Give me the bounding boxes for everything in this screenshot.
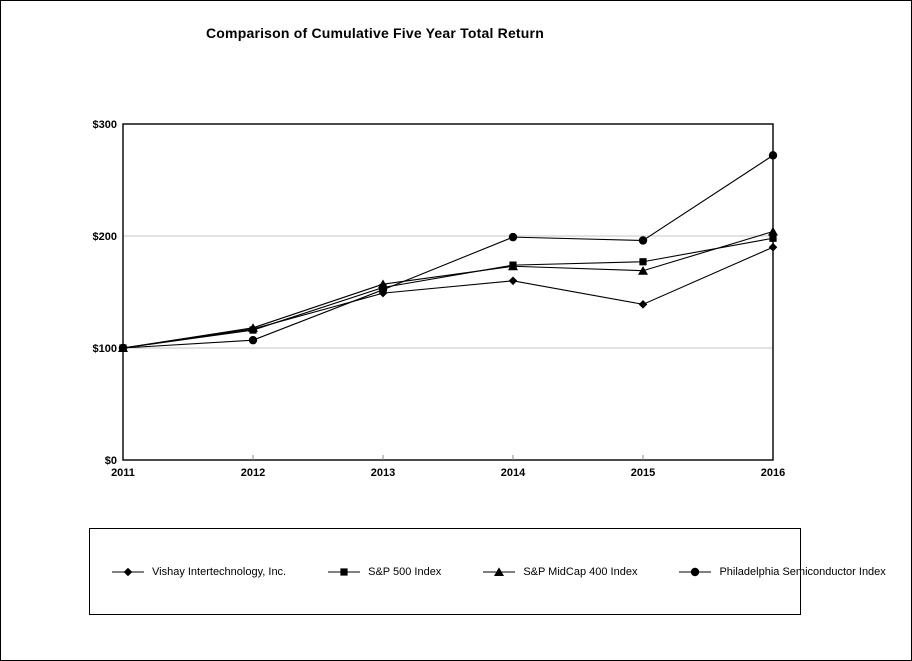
x-axis-tick-label: 2011 (111, 467, 135, 479)
legend-item: Vishay Intertechnology, Inc. (112, 566, 286, 578)
legend-swatch (112, 567, 144, 576)
series-line-diamond (122, 246, 774, 349)
x-axis-tick-label: 2013 (371, 467, 395, 479)
circle-marker-icon (768, 151, 778, 160)
legend-label: Philadelphia Semiconductor Index (719, 565, 886, 578)
triangle-marker-icon (508, 261, 518, 271)
legend-label: S&P MidCap 400 Index (523, 565, 638, 578)
x-axis-tick-label: 2012 (241, 467, 265, 479)
x-axis-tick-label: 2016 (761, 467, 785, 479)
y-axis-tick-label: $0 (105, 455, 117, 467)
y-axis-tick-label: $100 (93, 343, 117, 355)
legend-label: Vishay Intertechnology, Inc. (152, 565, 287, 578)
triangle-marker-icon (494, 566, 505, 576)
plot-area-border (122, 123, 774, 461)
legend-swatch (483, 566, 516, 576)
y-axis-tick-label: $300 (93, 119, 117, 131)
diamond-marker-icon (508, 276, 518, 286)
x-axis-tick-label: 2014 (501, 467, 526, 479)
square-marker-icon (340, 567, 348, 576)
chart-legend: Vishay Intertechnology, Inc. S&P 500 Inde… (89, 528, 886, 615)
circle-marker-icon (118, 343, 128, 353)
x-axis-tick-label: 2015 (631, 467, 655, 479)
circle-marker-icon (691, 567, 700, 576)
legend-swatch (328, 567, 361, 576)
series-line-circle (122, 154, 774, 349)
triangle-marker-icon (768, 226, 778, 236)
legend-item: S&P MidCap 400 Index (483, 566, 637, 578)
triangle-marker-icon (248, 323, 258, 332)
y-axis-tick-label: $200 (93, 231, 117, 243)
circle-marker-icon (508, 232, 518, 242)
circle-marker-icon (378, 285, 388, 294)
diamond-marker-icon (768, 242, 778, 252)
square-marker-icon (769, 234, 777, 242)
legend-item: S&P 500 Index (328, 566, 441, 578)
triangle-marker-icon (378, 279, 388, 289)
legend-label: S&P 500 Index (368, 565, 442, 578)
diamond-marker-icon (638, 300, 648, 309)
legend-swatch (679, 567, 712, 576)
square-marker-icon (639, 258, 647, 266)
series-line-triangle (122, 230, 774, 349)
circle-marker-icon (248, 335, 258, 345)
chart-title: Comparison of Cumulative Five Year Total… (206, 25, 544, 41)
series-line-square (122, 237, 774, 349)
circle-marker-icon (638, 236, 648, 245)
triangle-marker-icon (638, 266, 648, 275)
legend-item: Philadelphia Semiconductor Index (679, 565, 886, 578)
diamond-marker-icon (123, 567, 133, 576)
